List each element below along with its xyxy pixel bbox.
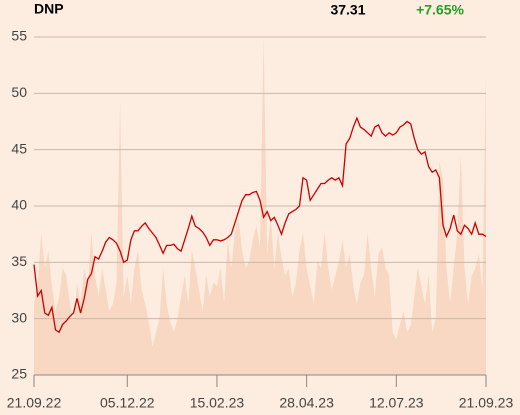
x-tick-label: 12.07.23 <box>369 395 424 411</box>
y-tick-label: 40 <box>11 197 27 213</box>
change: +7.65% <box>416 2 464 18</box>
y-tick-label: 55 <box>11 28 27 44</box>
y-tick-label: 25 <box>11 366 27 382</box>
y-tick-label: 45 <box>11 140 27 156</box>
y-tick-label: 30 <box>11 309 27 325</box>
title: DNP <box>34 1 64 17</box>
y-tick-label: 50 <box>11 84 27 100</box>
x-tick-label: 28.04.23 <box>279 395 334 411</box>
price-line <box>33 116 487 334</box>
last-price: 37.31 <box>330 2 365 18</box>
x-tick-label: 21.09.23 <box>459 395 514 411</box>
volume-area <box>34 37 486 375</box>
x-tick-label: 15.02.23 <box>190 395 245 411</box>
y-tick-label: 35 <box>11 253 27 269</box>
x-tick-label: 05.12.22 <box>100 395 155 411</box>
x-tick-label: 21.09.22 <box>7 395 62 411</box>
